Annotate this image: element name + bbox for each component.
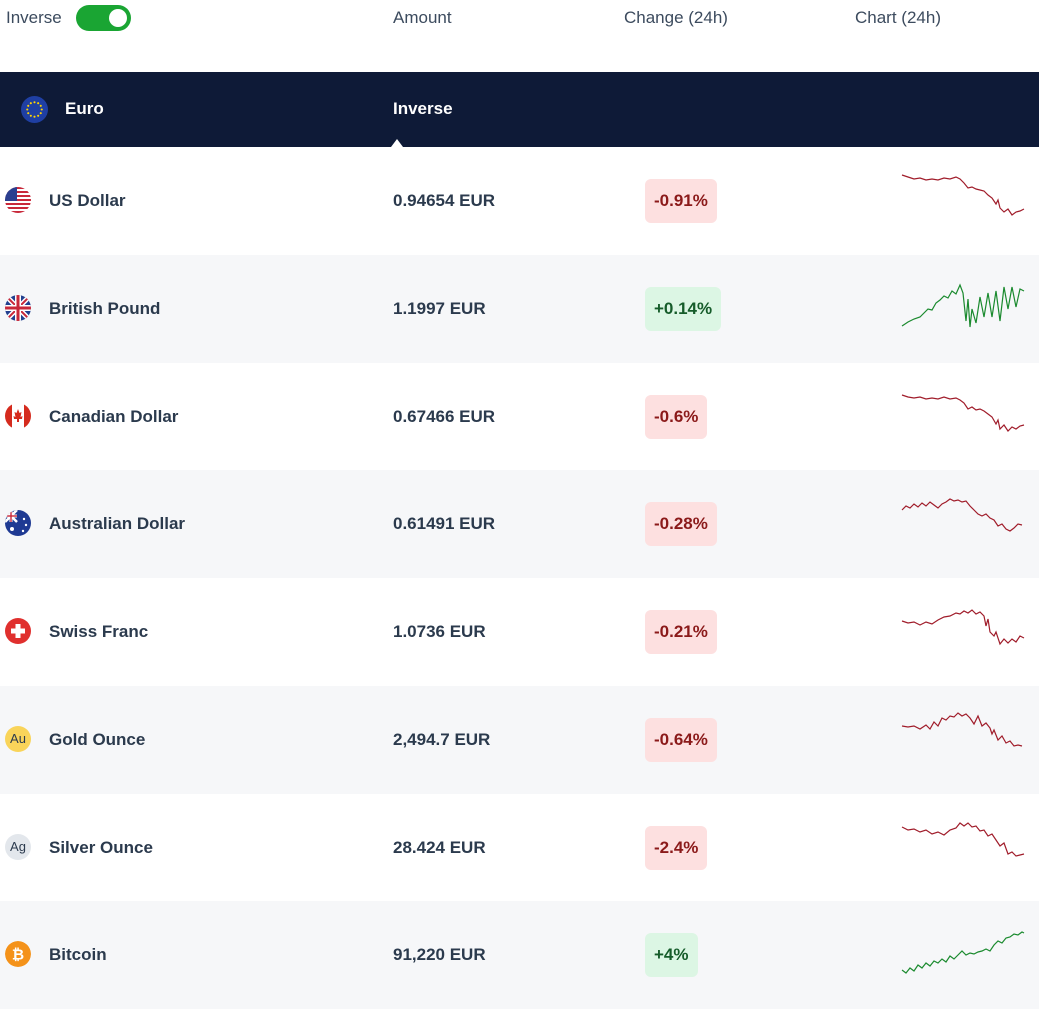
inverse-toggle[interactable]: [76, 5, 131, 31]
sparkline-chart: [901, 711, 1023, 747]
sparkline-chart: [901, 393, 1025, 432]
eu-flag-icon: [21, 96, 48, 123]
change-badge: -0.64%: [645, 717, 717, 762]
currency-row-cad[interactable]: Canadian Dollar 0.67466 EUR -0.6%: [0, 363, 1039, 471]
uk-flag-icon: [5, 294, 31, 321]
currency-amount: 91,220 EUR: [393, 945, 486, 965]
sparkline-chart: [901, 931, 1025, 975]
sparkline-chart: [901, 174, 1025, 216]
base-currency-name: Euro: [65, 99, 104, 118]
sparkline-chart: [901, 609, 1025, 646]
svg-text:₿: ₿: [12, 946, 24, 964]
currency-row-btc[interactable]: ₿ Bitcoin 91,220 EUR +4%: [0, 901, 1039, 1009]
silver-symbol: Ag: [10, 839, 26, 854]
toggle-knob: [109, 9, 127, 27]
currency-name: Silver Ounce: [49, 837, 153, 857]
bitcoin-icon: ₿: [5, 941, 31, 968]
sparkline-chart: [901, 821, 1025, 857]
currency-name: Swiss Franc: [49, 622, 149, 641]
base-mode-label: Inverse: [393, 99, 453, 118]
column-header-amount: Amount: [393, 8, 452, 27]
currency-row-gbp[interactable]: British Pound 1.1997 EUR +0.14%: [0, 254, 1039, 363]
currency-row-silver[interactable]: Ag Silver Ounce 28.424 EUR -2.4%: [0, 794, 1039, 902]
currency-amount: 0.94654 EUR: [393, 191, 496, 210]
base-currency-bar[interactable]: Euro Inverse: [0, 72, 1039, 147]
sparkline-chart: [901, 283, 1025, 327]
currency-name: British Pound: [49, 298, 161, 318]
currency-row-aud[interactable]: Australian Dollar 0.61491 EUR -0.28%: [0, 470, 1039, 578]
currency-amount: 1.1997 EUR: [393, 298, 486, 318]
active-column-caret: [391, 139, 403, 147]
currency-name: Bitcoin: [49, 945, 107, 965]
currency-name: Canadian Dollar: [49, 406, 179, 426]
inverse-label: Inverse: [6, 8, 62, 27]
change-badge: -0.28%: [645, 502, 717, 547]
column-header-chart: Chart (24h): [855, 8, 941, 27]
change-badge: -0.6%: [645, 394, 708, 439]
currency-amount: 0.61491 EUR: [393, 514, 496, 534]
currency-name: US Dollar: [49, 191, 126, 210]
currency-name: Australian Dollar: [49, 514, 186, 534]
change-badge: -0.91%: [645, 179, 717, 223]
gold-icon: Au: [5, 725, 31, 752]
currency-row-gold[interactable]: Au Gold Ounce 2,494.7 EUR -0.64%: [0, 685, 1039, 794]
canada-flag-icon: [5, 402, 31, 429]
gold-symbol: Au: [10, 731, 26, 747]
currency-amount: 28.424 EUR: [393, 837, 486, 857]
change-badge: -2.4%: [645, 825, 708, 870]
currency-amount: 0.67466 EUR: [393, 406, 496, 426]
change-badge: +0.14%: [645, 286, 722, 331]
change-badge: -0.21%: [645, 610, 717, 654]
us-flag-icon: [5, 187, 31, 213]
sparkline-chart: [901, 498, 1023, 532]
currency-row-usd[interactable]: US Dollar 0.94654 EUR -0.91%: [0, 147, 1039, 255]
currency-list: US Dollar 0.94654 EUR -0.91% British Pou…: [0, 147, 1039, 1009]
currency-name: Gold Ounce: [49, 729, 146, 749]
change-badge: +4%: [645, 933, 698, 978]
currency-row-chf[interactable]: Swiss Franc 1.0736 EUR -0.21%: [0, 578, 1039, 686]
currency-amount: 1.0736 EUR: [393, 622, 486, 641]
currency-amount: 2,494.7 EUR: [393, 729, 491, 749]
table-header: Inverse Amount Change (24h) Chart (24h): [0, 0, 1039, 72]
column-header-change: Change (24h): [624, 8, 728, 27]
swiss-flag-icon: [5, 618, 31, 644]
silver-icon: Ag: [5, 833, 31, 860]
australia-flag-icon: [5, 510, 31, 537]
